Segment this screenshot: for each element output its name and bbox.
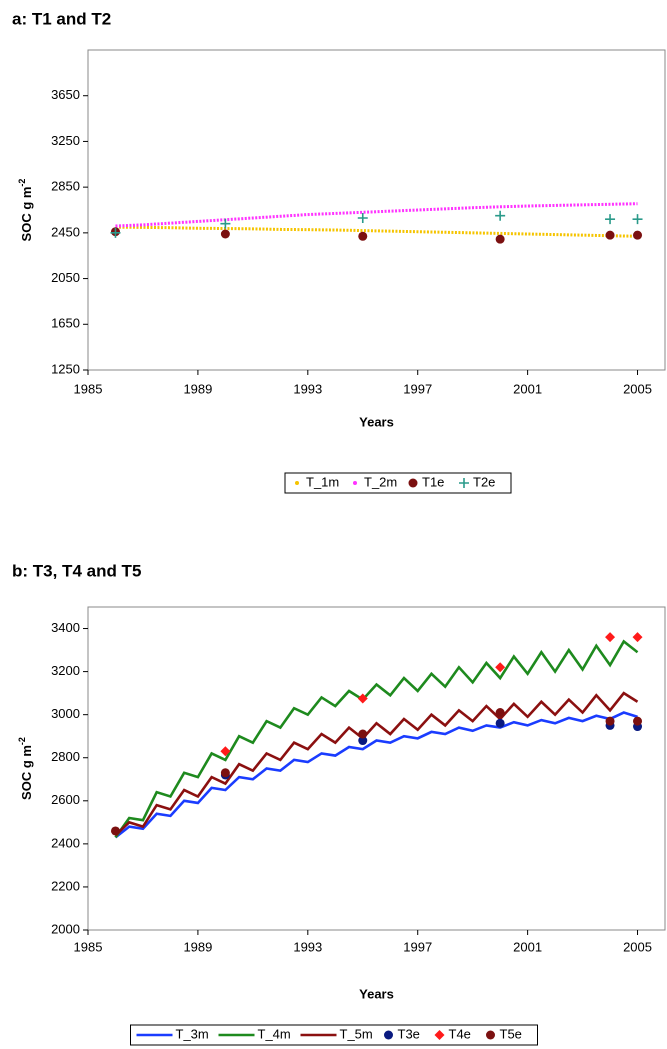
y-tick-label: 1650 (51, 316, 80, 331)
marker (357, 213, 368, 223)
x-tick-label: 2005 (623, 939, 652, 954)
marker (633, 230, 643, 240)
series-line (114, 639, 639, 839)
legend-swatch (295, 481, 299, 485)
legend-label: T_1m (306, 474, 339, 489)
x-tick-label: 1989 (183, 381, 212, 396)
x-tick-label: 1993 (293, 939, 322, 954)
y-axis-title: SOC g m-2 (17, 737, 34, 800)
marker (495, 708, 505, 718)
marker (358, 729, 368, 739)
marker (220, 229, 230, 239)
chart-title: a: T1 and T2 (12, 9, 111, 28)
marker (633, 716, 643, 726)
legend-label: T_5m (340, 1026, 373, 1041)
x-axis-title: Years (359, 414, 394, 429)
series-line (114, 691, 639, 837)
legend-swatch (486, 1030, 495, 1040)
y-tick-label: 3650 (51, 87, 80, 102)
x-tick-label: 1985 (74, 381, 103, 396)
y-tick-label: 3400 (51, 620, 80, 635)
marker (220, 218, 231, 229)
y-axis-title-sup: -2 (17, 179, 27, 187)
marker (110, 227, 121, 238)
legend-swatch (353, 481, 357, 485)
legend-label: T3e (398, 1026, 420, 1041)
marker (495, 210, 506, 221)
marker (110, 826, 120, 836)
legend-swatch (384, 1030, 393, 1040)
y-tick-label: 2850 (51, 179, 80, 194)
chart: a: T1 and T2 1250 1650 2050 2450 2850 3250 3650… (12, 9, 666, 494)
x-axis-title: Years (359, 986, 394, 1001)
marker (605, 716, 615, 726)
y-axis-title-text: SOC g m (19, 745, 34, 800)
y-tick-label: 1250 (51, 361, 80, 376)
legend-swatch (459, 478, 469, 488)
chart-title: b: T3, T4 and T5 (12, 561, 141, 580)
marker (605, 214, 616, 225)
series-line (114, 711, 638, 839)
x-tick-label: 2005 (623, 381, 652, 396)
legend-label: T_3m (176, 1026, 209, 1041)
series-line (115, 202, 638, 228)
legend-label: T_2m (364, 474, 397, 489)
marker (220, 768, 230, 778)
marker (358, 231, 368, 241)
marker (632, 632, 643, 643)
x-tick-label: 2001 (513, 381, 542, 396)
x-tick-label: 1985 (74, 939, 103, 954)
y-tick-label: 2600 (51, 792, 80, 807)
y-tick-label: 2800 (51, 749, 80, 764)
y-tick-label: 2200 (51, 878, 80, 893)
legend-swatch (434, 1030, 445, 1040)
legend: T_1m T_2m T1e T2e (284, 472, 512, 494)
x-tick-label: 1993 (293, 381, 322, 396)
chart: b: T3, T4 and T5 2000 2200 2400 2600 2800 3000… (12, 561, 666, 1046)
marker (605, 632, 616, 643)
x-tick-label: 1997 (403, 381, 432, 396)
marker (220, 746, 231, 757)
marker (495, 234, 505, 244)
y-tick-label: 2050 (51, 270, 80, 285)
marker (632, 214, 643, 225)
y-tick-label: 3200 (51, 663, 80, 678)
legend-label: T4e (449, 1026, 471, 1041)
x-tick-label: 1989 (183, 939, 212, 954)
y-tick-label: 2450 (51, 224, 80, 239)
plot-area (87, 49, 666, 371)
y-axis-title-sup: -2 (17, 737, 27, 745)
x-tick-label: 1997 (403, 939, 432, 954)
series-line (115, 225, 638, 238)
y-tick-label: 3000 (51, 706, 80, 721)
marker (605, 230, 615, 240)
legend: T_3m T_4m T_5m T3e T4e T5e (130, 1024, 538, 1046)
y-axis-title: SOC g m-2 (17, 179, 34, 242)
legend-box (284, 472, 512, 494)
legend-label: T_4m (258, 1026, 291, 1041)
legend-label: T2e (473, 474, 495, 489)
legend-swatch (408, 478, 418, 488)
y-axis-title-text: SOC g m (19, 187, 34, 242)
x-tick-label: 2001 (513, 939, 542, 954)
marker (495, 662, 506, 673)
y-tick-label: 3250 (51, 133, 80, 148)
y-tick-label: 2000 (51, 921, 80, 936)
plot-area (87, 606, 666, 931)
marker (357, 693, 368, 704)
legend-label: T5e (500, 1026, 522, 1041)
marker (495, 718, 505, 728)
y-tick-label: 2400 (51, 835, 80, 850)
legend-label: T1e (422, 474, 444, 489)
marker (358, 736, 368, 746)
